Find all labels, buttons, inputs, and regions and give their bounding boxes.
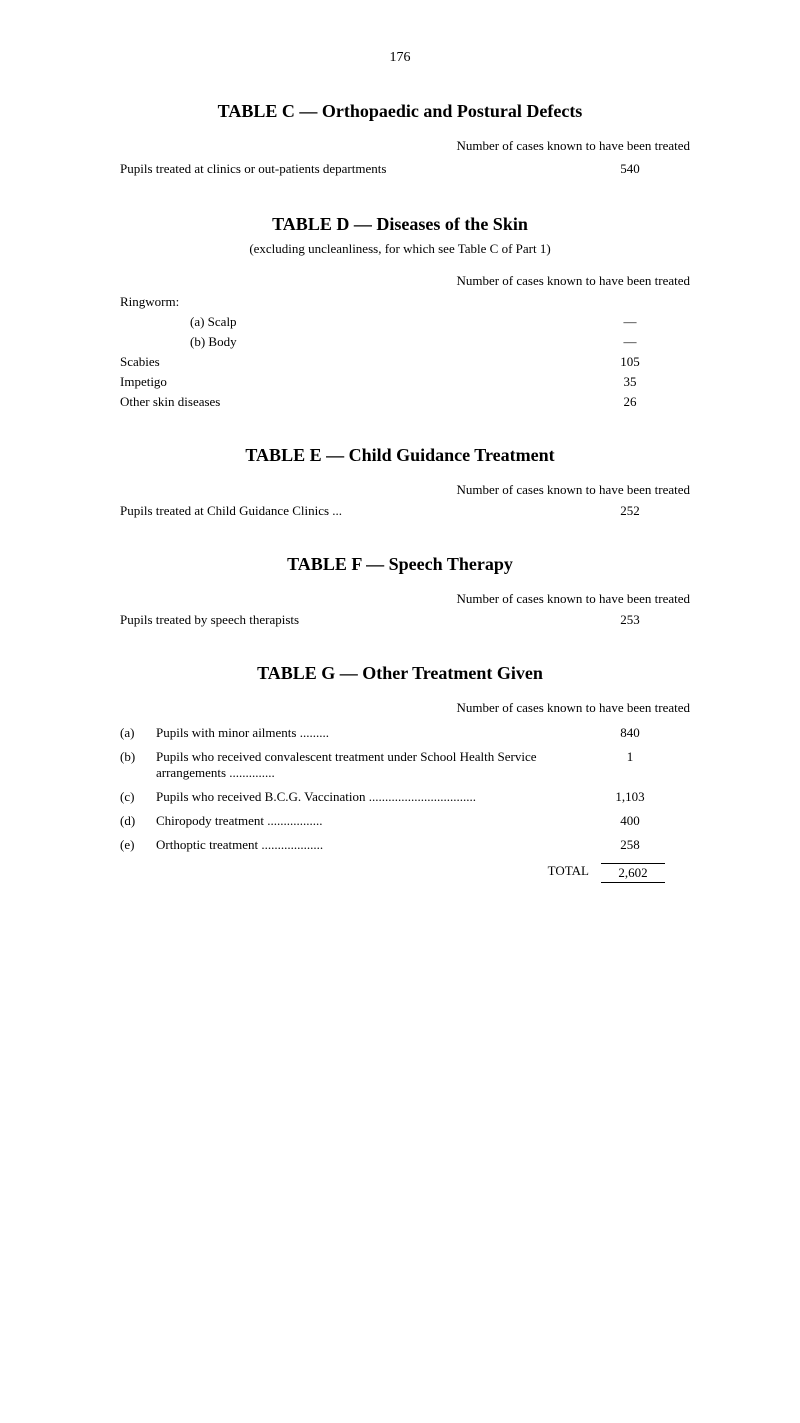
table-g-item-a-letter: (a) xyxy=(80,725,156,741)
table-d-row-0-value: — xyxy=(540,314,720,330)
table-g-item-c: (c) Pupils who received B.C.G. Vaccinati… xyxy=(80,789,720,805)
table-d-ringworm-label: Ringworm: xyxy=(80,294,540,310)
table-c-column-header: Number of cases known to have been treat… xyxy=(80,137,720,155)
table-d-column-header: Number of cases known to have been treat… xyxy=(80,272,720,290)
table-d-row-3-label: Impetigo xyxy=(80,374,540,390)
table-d-row-4-value: 26 xyxy=(540,394,720,410)
table-c-heading: TABLE C — Orthopaedic and Postural Defec… xyxy=(80,101,720,122)
table-g-item-b-text: Pupils who received convalescent treatme… xyxy=(156,749,540,781)
table-d-row-1-value: — xyxy=(540,334,720,350)
table-g-item-b: (b) Pupils who received convalescent tre… xyxy=(80,749,720,781)
table-g-item-e: (e) Orthoptic treatment ................… xyxy=(80,837,720,853)
table-g-item-a-text: Pupils with minor ailments ......... xyxy=(156,725,540,741)
table-f-row-0-label: Pupils treated by speech therapists xyxy=(80,612,540,628)
table-c-row-0-label: Pupils treated at clinics or out-patient… xyxy=(120,159,386,179)
table-g-item-a-value: 840 xyxy=(540,725,720,741)
table-c-row-label: Pupils treated at clinics or out-patient… xyxy=(80,159,720,179)
table-d-row-0-label: (a) Scalp xyxy=(80,314,540,330)
table-g-item-c-letter: (c) xyxy=(80,789,156,805)
table-g-item-c-text: Pupils who received B.C.G. Vaccination .… xyxy=(156,789,540,805)
table-g-item-b-letter: (b) xyxy=(80,749,156,781)
table-d-row-1-label: (b) Body xyxy=(80,334,540,350)
table-f-column-header: Number of cases known to have been treat… xyxy=(80,590,720,608)
table-d-heading: TABLE D — Diseases of the Skin xyxy=(80,214,720,235)
empty-value xyxy=(540,294,720,310)
table-g-total-label: TOTAL xyxy=(548,863,589,883)
table-g-item-e-value: 258 xyxy=(540,837,720,853)
table-g-heading: TABLE G — Other Treatment Given xyxy=(80,663,720,684)
table-f-row-0-value: 253 xyxy=(540,612,720,628)
table-e-row-0-value: 252 xyxy=(540,503,720,519)
table-g-item-e-text: Orthoptic treatment ................... xyxy=(156,837,540,853)
table-g-column-header: Number of cases known to have been treat… xyxy=(80,699,720,717)
table-e-row-0-label: Pupils treated at Child Guidance Clinics… xyxy=(80,503,540,519)
table-d-row-4-label: Other skin diseases xyxy=(80,394,540,410)
table-g-item-e-letter: (e) xyxy=(80,837,156,853)
page-number: 176 xyxy=(80,50,720,66)
table-g-item-a: (a) Pupils with minor ailments .........… xyxy=(80,725,720,741)
table-g-item-d-text: Chiropody treatment ................. xyxy=(156,813,540,829)
table-d-subtitle: (excluding uncleanliness, for which see … xyxy=(80,241,720,257)
table-d-row-3-value: 35 xyxy=(540,374,720,390)
table-g-total-value: 2,602 xyxy=(601,863,665,883)
table-d-row-2-label: Scabies xyxy=(80,354,540,370)
table-f-heading: TABLE F — Speech Therapy xyxy=(80,554,720,575)
table-g-item-d-letter: (d) xyxy=(80,813,156,829)
table-g-item-c-value: 1,103 xyxy=(540,789,720,805)
table-g-item-d: (d) Chiropody treatment ................… xyxy=(80,813,720,829)
table-g-total-row: TOTAL 2,602 xyxy=(80,863,720,883)
table-g-item-b-value: 1 xyxy=(540,749,720,781)
table-c-row-0-value: 540 xyxy=(540,159,720,179)
table-d-row-2-value: 105 xyxy=(540,354,720,370)
table-g-item-d-value: 400 xyxy=(540,813,720,829)
table-e-heading: TABLE E — Child Guidance Treatment xyxy=(80,445,720,466)
table-e-column-header: Number of cases known to have been treat… xyxy=(80,481,720,499)
